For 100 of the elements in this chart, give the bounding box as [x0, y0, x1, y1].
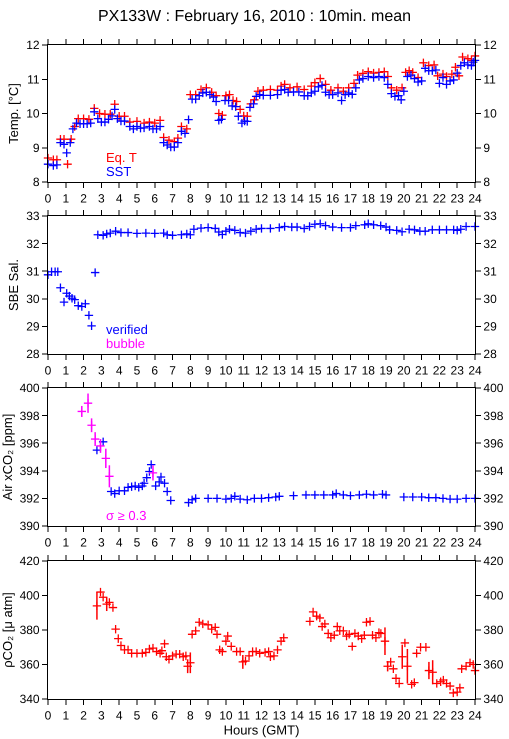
point	[274, 491, 284, 502]
x-tick-label: 15	[308, 708, 322, 722]
x-tick-label: 22	[432, 535, 446, 550]
chart-title: PX133W : February 16, 2010 : 10min. mean	[98, 8, 412, 25]
point	[242, 494, 252, 505]
x-tick-label: 23	[450, 191, 464, 206]
point	[106, 486, 116, 496]
x-tick-label: 5	[134, 708, 141, 722]
x-tick-label: 17	[344, 535, 358, 550]
point	[92, 445, 102, 455]
point	[150, 481, 160, 491]
x-tick-label: 10	[219, 363, 233, 378]
point	[368, 490, 378, 500]
x-tick-label: 13	[272, 535, 286, 550]
legend-label: bubble	[106, 336, 146, 351]
point	[190, 494, 201, 504]
x-tick-label: 12	[254, 535, 268, 550]
x-tick-label: 6	[151, 535, 158, 550]
x-tick-label: 16	[326, 363, 340, 378]
y-tick-label: 28	[26, 347, 40, 362]
x-tick-label: 4	[116, 535, 123, 550]
x-tick-label: 3	[98, 535, 106, 550]
y2-tick-label: 340	[483, 692, 504, 706]
point	[134, 482, 144, 492]
y-tick-label: 29	[26, 320, 40, 334]
point	[126, 482, 136, 492]
point	[120, 486, 130, 496]
x-tick-label: 0	[44, 363, 52, 378]
y-tick-label: 398	[20, 408, 40, 423]
x-tick-label: 0	[44, 708, 52, 722]
point	[416, 492, 426, 502]
x-tick-label: 21	[414, 363, 429, 378]
x-tick-label: 20	[397, 363, 411, 378]
x-tick-label: 14	[290, 363, 304, 378]
point	[123, 482, 133, 492]
y-tick-label: 340	[20, 692, 40, 706]
x-tick-label: 15	[308, 363, 322, 378]
x-tick-label: 1	[62, 363, 70, 378]
y2-tick-label: 31	[483, 264, 498, 278]
y-tick-label: 12	[26, 38, 40, 52]
x-tick-label: 21	[414, 708, 429, 722]
x-tick-label: 12	[254, 708, 268, 722]
x-tick-label: 8	[186, 191, 194, 206]
point	[408, 492, 418, 502]
x-tick-label: 24	[468, 535, 482, 550]
x-tick-label: 10	[219, 191, 233, 206]
x-tick-label: 7	[169, 708, 176, 722]
y2-tick-label: 8	[483, 175, 490, 190]
x-tick-label: 4	[116, 708, 123, 722]
x-tick-label: 22	[432, 363, 446, 378]
x-tick-label: 14	[290, 708, 304, 722]
x-tick-label: 18	[362, 191, 376, 206]
y2-tick-label: 400	[483, 588, 504, 603]
point	[424, 492, 434, 503]
point	[328, 490, 338, 500]
x-tick-label: 17	[344, 708, 358, 722]
x-tick-label: 8	[186, 535, 194, 550]
point	[398, 492, 409, 502]
x-tick-label: 18	[362, 363, 376, 378]
x-tick-label: 18	[362, 535, 376, 550]
x-tick-label: 4	[116, 191, 123, 206]
y2-tick-label: 9	[483, 140, 490, 155]
y2-tick-label: 380	[483, 623, 504, 638]
y2-tick-label: 390	[483, 519, 504, 534]
y-tick-label: 392	[20, 492, 40, 506]
x-tick-label: 23	[450, 535, 464, 550]
point	[338, 490, 348, 500]
point	[310, 490, 320, 500]
x-tick-label: 20	[397, 535, 411, 550]
y2-tick-label: 11	[483, 72, 496, 86]
x-axis-title: Hours (GMT)	[224, 722, 300, 738]
x-tick-label: 7	[169, 535, 176, 550]
x-tick-label: 9	[204, 363, 212, 378]
point	[445, 494, 455, 504]
point	[431, 492, 441, 503]
y-axis-title: Temp. [°C]	[6, 83, 22, 144]
x-tick-label: 20	[397, 191, 411, 206]
text: σ ≥ 0.3	[106, 508, 146, 523]
point	[378, 489, 388, 500]
y-tick-label: 9	[32, 140, 40, 155]
x-tick-label: 11	[237, 191, 250, 206]
y-tick-label: 10	[26, 106, 40, 121]
x-tick-label: 21	[414, 535, 429, 550]
y-tick-label: 360	[20, 658, 40, 672]
x-tick-label: 9	[204, 535, 212, 550]
x-tick-label: 19	[379, 708, 394, 722]
y-tick-label: 400	[20, 588, 40, 603]
y2-tick-label: 400	[483, 381, 504, 396]
x-tick-label: 13	[272, 708, 286, 722]
text: SST	[106, 164, 132, 179]
x-tick-label: 24	[468, 191, 482, 206]
point	[221, 494, 231, 504]
y-tick-label: 400	[20, 381, 40, 396]
y2-tick-label: 396	[483, 436, 504, 450]
y2-tick-label: 29	[483, 320, 498, 334]
y-axis-title: Air xCO₂ [ppm]	[0, 414, 15, 500]
y2-tick-label: 33	[483, 209, 498, 224]
x-tick-label: 2	[80, 708, 88, 722]
x-tick-label: 1	[62, 535, 70, 550]
point	[166, 496, 176, 506]
